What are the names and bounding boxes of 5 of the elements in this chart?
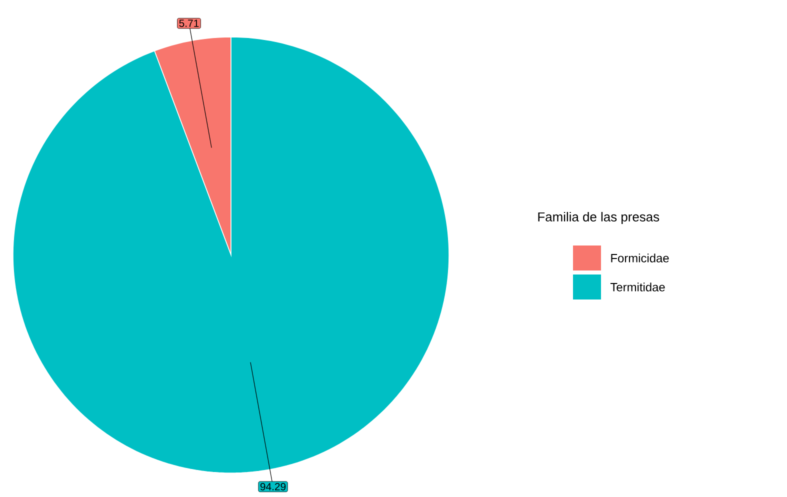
data-label: 94.29 (260, 482, 286, 490)
legend-label: Termitidae (610, 282, 665, 292)
legend-title: Familia de las presas (538, 212, 660, 224)
legend-label: Formicidae (611, 254, 669, 262)
data-label: 5.71 (179, 20, 199, 27)
